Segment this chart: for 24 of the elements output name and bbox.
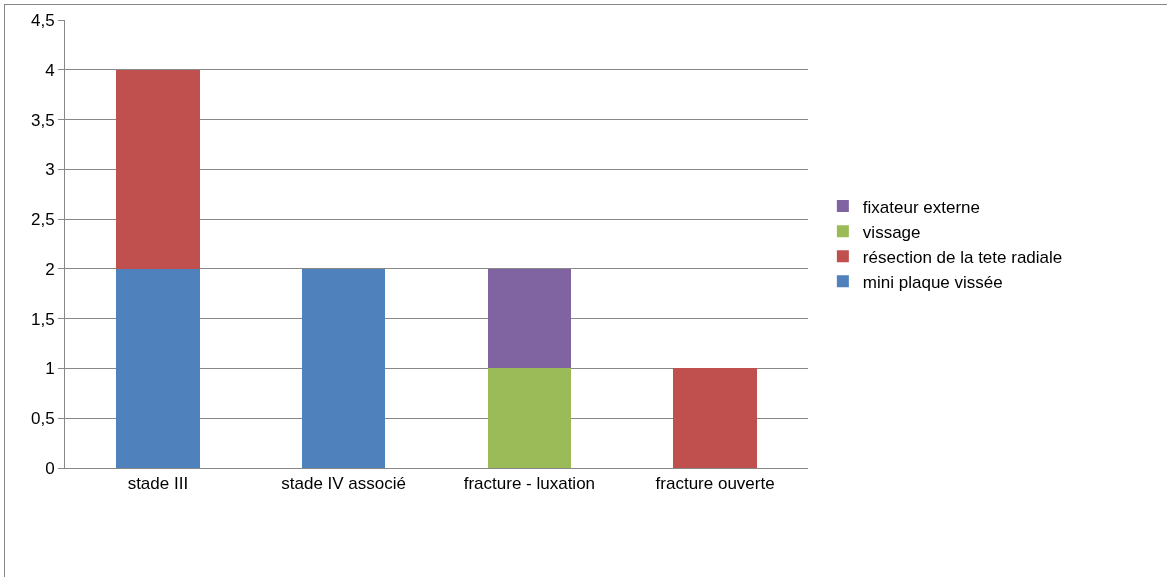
- x-tick-label: stade IV associé: [281, 474, 407, 494]
- legend-label: résection de la tete radiale: [862, 247, 1063, 267]
- bar: [116, 69, 200, 269]
- x-tick-label: fracture ouverte: [655, 474, 775, 494]
- y-tick-label: 2,5: [30, 210, 55, 230]
- bar: [116, 268, 200, 468]
- y-tick-label: 1: [45, 359, 55, 379]
- y-tick-label: 0: [45, 458, 55, 478]
- y-tick-label: 0,5: [30, 409, 55, 429]
- y-tick-label: 2: [45, 259, 55, 279]
- legend-label: vissage: [862, 222, 921, 242]
- bar: [301, 268, 386, 468]
- legend-label: mini plaque vissée: [862, 272, 1003, 292]
- y-tick-label: 4,5: [30, 10, 55, 30]
- legend-label: fixateur externe: [862, 197, 981, 217]
- bar: [487, 368, 572, 468]
- bar: [487, 268, 572, 369]
- y-tick-label: 1,5: [30, 309, 55, 329]
- x-tick-label: fracture - luxation: [463, 474, 596, 494]
- x-tick-label: stade III: [127, 474, 189, 494]
- y-tick-label: 3: [45, 160, 55, 180]
- y-tick-label: 3,5: [30, 110, 55, 130]
- y-tick-label: 4: [45, 60, 55, 80]
- bar: [673, 368, 757, 468]
